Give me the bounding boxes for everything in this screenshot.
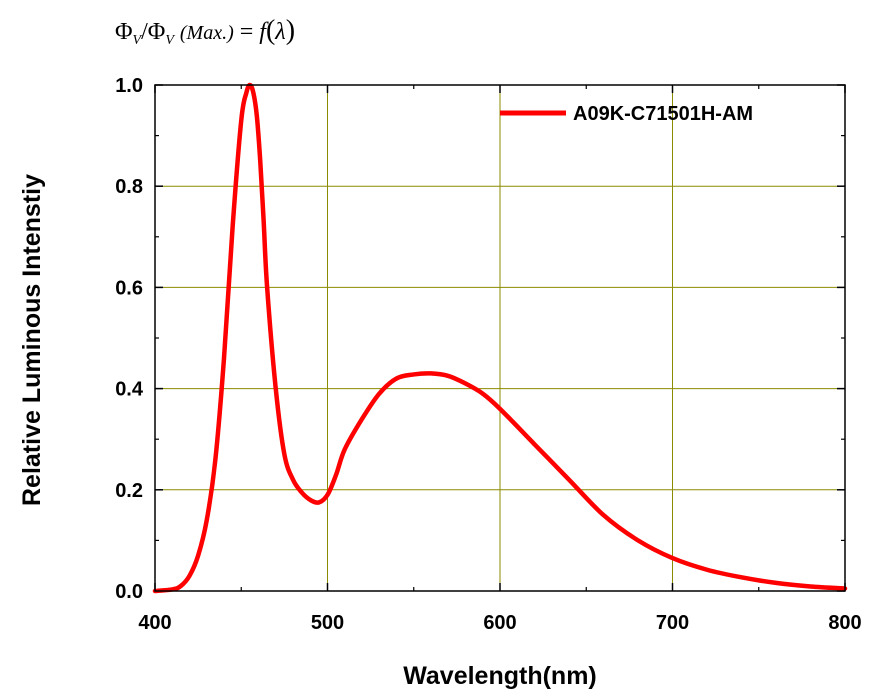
x-axis-title: Wavelength(nm) [403,662,597,690]
plot-frame [154,84,846,592]
grid-lines [155,85,845,591]
y-tick-label: 0.8 [115,176,143,198]
legend: A09K-C71501H-AM [500,103,753,125]
x-tick-labels: 400 500 600 700 800 [138,612,861,634]
legend-label: A09K-C71501H-AM [573,103,753,125]
series-layer [152,82,848,594]
x-tick-label: 800 [828,612,861,634]
x-tick-label: 500 [311,612,344,634]
x-tick-label: 600 [483,612,516,634]
x-tick-label: 700 [656,612,689,634]
x-tick-label: 400 [138,612,171,634]
y-tick-label: 0.6 [115,277,143,299]
chart-formula: ΦV/ΦV (Max.) = f(λ) [115,15,295,48]
y-tick-label: 0.2 [115,480,143,502]
y-tick-label: 0.4 [115,379,144,401]
y-tick-labels: 0.0 0.2 0.4 0.6 0.8 1.0 [115,75,144,603]
series-line [152,82,848,594]
y-axis-title: Relative Luminous Intenstiy [18,174,46,506]
y-tick-label: 1.0 [115,75,143,97]
y-tick-label: 0.0 [115,581,143,603]
